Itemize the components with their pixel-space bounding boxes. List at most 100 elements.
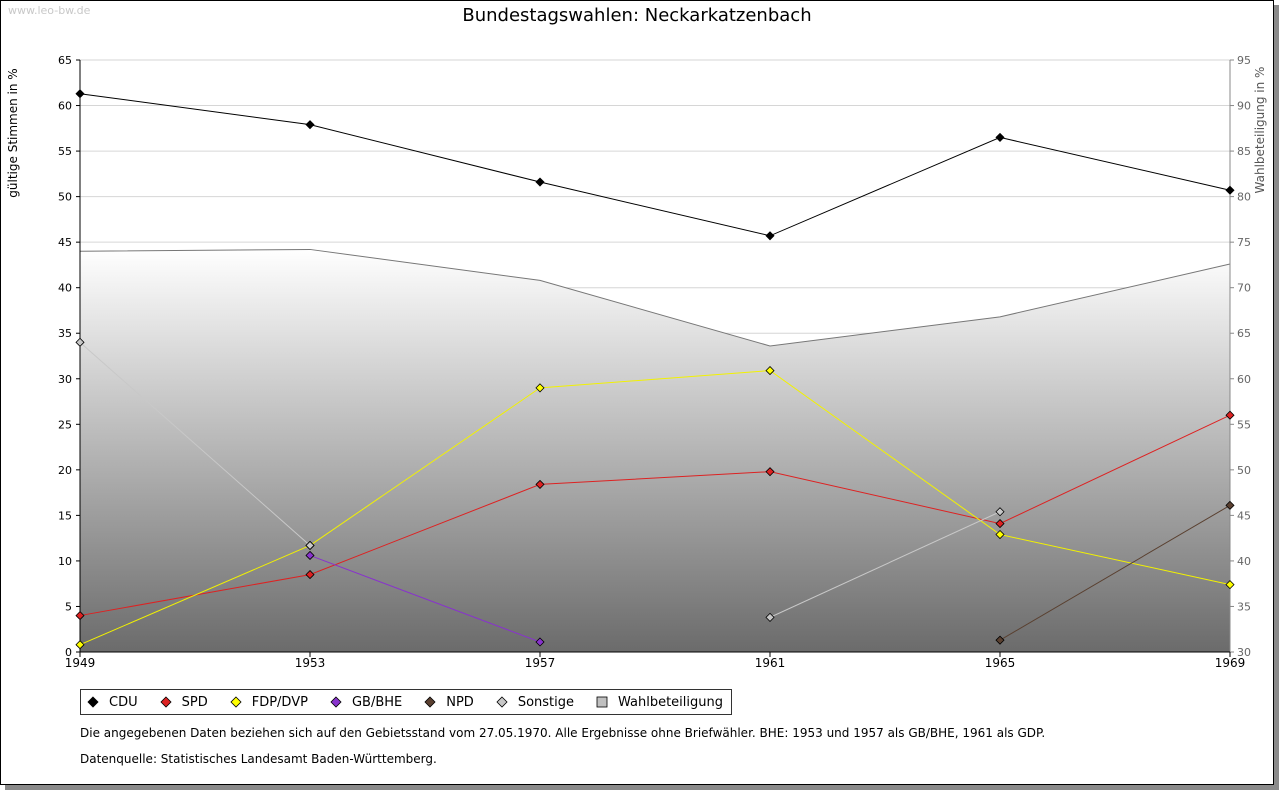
data-point-fdp-dvp: [1225, 580, 1235, 590]
y-tick-label: 55: [58, 145, 72, 158]
series-line-sonstige: [769, 511, 1001, 618]
y-axis-label: gültige Stimmen in %: [6, 68, 20, 197]
legend-marker: [330, 696, 342, 708]
y-tick-label: 40: [58, 282, 72, 295]
footnote: Die angegebenen Daten beziehen sich auf …: [80, 726, 1046, 740]
data-point-sonstige: [305, 540, 315, 551]
x-tick-label: 1961: [755, 656, 786, 670]
data-point-fdp-dvp: [75, 640, 85, 650]
data-point-spd: [75, 611, 85, 621]
legend-item-fdp-dvp: FDP/DVP: [230, 695, 308, 710]
legend-item-gb-bhe: GB/BHE: [330, 695, 402, 710]
y-tick-label: 60: [58, 100, 72, 113]
legend-marker: [496, 696, 508, 708]
series-layer: [75, 89, 1235, 650]
legend-marker: [596, 696, 608, 708]
y2-tick-label: 30: [1237, 646, 1251, 659]
x-tick-label: 1957: [525, 656, 556, 670]
y-tick-label: 35: [58, 327, 72, 340]
y2-tick-label: 55: [1237, 418, 1251, 431]
y-tick-label: 15: [58, 509, 72, 522]
data-point-fdp-dvp: [995, 529, 1005, 540]
y-tick-label: 45: [58, 236, 72, 249]
y2-tick-label: 45: [1237, 509, 1251, 522]
series-line-sonstige: [79, 341, 311, 546]
data-point-spd: [995, 519, 1005, 529]
data-point-sonstige: [995, 507, 1005, 517]
y2-tick-label: 35: [1237, 600, 1251, 613]
y2-tick-label: 95: [1237, 54, 1251, 67]
legend-marker: [87, 696, 99, 708]
legend-label: SPD: [181, 694, 208, 710]
y-tick-label: 20: [58, 464, 72, 477]
x-tick-label: 1953: [295, 656, 326, 670]
legend-label: NPD: [446, 694, 474, 710]
y2-tick-label: 85: [1237, 145, 1251, 158]
legend-item-wahlbeteiligung: Wahlbeteiligung: [596, 695, 723, 710]
y2-tick-label: 65: [1237, 327, 1251, 340]
legend-item-npd: NPD: [424, 695, 474, 710]
legend-marker: [160, 696, 172, 708]
legend-label: Wahlbeteiligung: [618, 694, 724, 710]
data-point-sonstige: [75, 337, 85, 347]
y2-tick-label: 75: [1237, 236, 1251, 249]
chart-title: Bundestagswahlen: Neckarkatzenbach: [462, 5, 811, 26]
x-tick-label: 1949: [65, 656, 96, 670]
y-tick-label: 30: [58, 373, 72, 386]
axes: 0 5 10 15 20 25 30 35 40 45 50 55 60 65 30 35 40 45 50 55 60…: [58, 54, 1251, 670]
data-point-cdu: [995, 132, 1005, 142]
series-line-fdp-dvp: [79, 370, 1231, 646]
data-point-cdu: [75, 89, 85, 99]
y2-tick-label: 90: [1237, 100, 1251, 113]
legend: CDU SPD FDP/DVP GB/BHE NPD Sonstige Wahlbeteil…: [80, 689, 733, 715]
legend-label: FDP/DVP: [251, 694, 308, 710]
y2-axis-label: Wahlbeteiligung in %: [1253, 67, 1267, 194]
legend-item-spd: SPD: [160, 695, 208, 710]
x-tick-label: 1969: [1215, 656, 1246, 670]
data-point-cdu: [1225, 185, 1235, 195]
data-source: Datenquelle: Statistisches Landesamt Bad…: [80, 752, 437, 766]
legend-item-cdu: CDU: [87, 695, 138, 710]
y-tick-label: 10: [58, 555, 72, 568]
data-point-gb-bhe: [535, 637, 545, 647]
data-point-gb-bhe: [305, 550, 315, 561]
legend-label: Sonstige: [517, 694, 574, 710]
x-tick-label: 1965: [985, 656, 1016, 670]
legend-marker: [230, 696, 242, 708]
data-point-sonstige: [765, 612, 775, 622]
data-point-fdp-dvp: [765, 366, 775, 376]
data-point-fdp-dvp: [535, 383, 545, 393]
y-tick-label: 5: [65, 600, 72, 613]
turnout-area: [80, 249, 1230, 652]
data-point-npd: [1225, 500, 1235, 510]
y2-tick-label: 50: [1237, 464, 1251, 477]
legend-label: CDU: [109, 694, 138, 710]
data-point-spd: [1225, 410, 1235, 420]
y2-tick-label: 60: [1237, 373, 1251, 386]
y-tick-label: 25: [58, 418, 72, 431]
y2-tick-label: 40: [1237, 555, 1251, 568]
y-tick-label: 50: [58, 191, 72, 204]
y-tick-label: 0: [65, 646, 72, 659]
legend-item-sonstige: Sonstige: [496, 695, 574, 710]
series-line-npd: [999, 504, 1231, 641]
data-point-spd: [305, 570, 315, 580]
turnout-area-layer: [79, 248, 1231, 652]
series-line-spd: [79, 414, 1231, 617]
data-point-spd: [535, 479, 545, 489]
y-tick-label: 65: [58, 54, 72, 67]
data-point-npd: [995, 635, 1005, 645]
series-line-cdu: [79, 93, 1231, 237]
turnout-line: [79, 248, 1231, 347]
data-point-cdu: [305, 120, 315, 130]
series-line-gb-bhe: [309, 554, 541, 643]
y2-tick-label: 80: [1237, 191, 1251, 204]
data-point-cdu: [535, 177, 545, 187]
legend-label: GB/BHE: [351, 694, 403, 710]
data-point-spd: [765, 467, 775, 477]
legend-marker: [424, 696, 436, 708]
watermark: www.leo-bw.de: [8, 4, 91, 17]
y2-tick-label: 70: [1237, 282, 1251, 295]
data-point-cdu: [765, 231, 775, 241]
